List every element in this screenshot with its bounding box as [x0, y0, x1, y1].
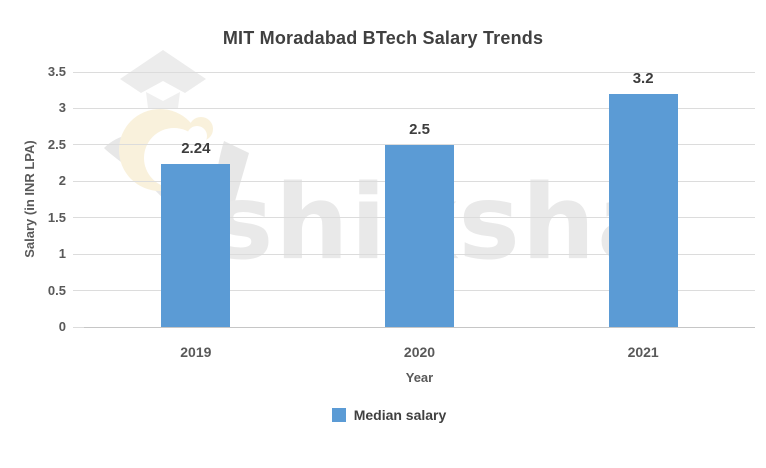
legend-label: Median salary — [353, 407, 447, 423]
y-tick-label: 2 — [58, 173, 66, 189]
y-tick-mark — [73, 326, 84, 328]
y-tick-label: 3 — [58, 100, 66, 116]
gridline — [84, 144, 755, 146]
bar-2020 — [385, 144, 454, 327]
chart-title: MIT Moradabad BTech Salary Trends — [222, 28, 544, 48]
y-tick-mark — [73, 180, 84, 182]
x-tick-label: 2020 — [403, 344, 436, 360]
bar-value-label: 3.2 — [632, 69, 654, 87]
plot-area: 2.24 2.5 3.2 — [84, 69, 755, 328]
y-tick-label: 0.5 — [47, 282, 66, 298]
bar-value-label: 2.5 — [409, 120, 430, 138]
gridline — [84, 107, 755, 109]
legend-swatch — [331, 408, 346, 422]
x-tick-label: 2021 — [627, 344, 659, 360]
y-tick-label: 2.5 — [47, 136, 66, 152]
y-tick-mark — [73, 144, 84, 146]
gridline — [84, 71, 755, 73]
x-axis-title: Year — [405, 370, 434, 385]
bar-2019 — [161, 163, 231, 327]
bar-2021 — [608, 93, 678, 327]
y-tick-label: 0 — [58, 319, 66, 334]
y-tick-mark — [73, 217, 84, 219]
y-tick-label: 1.5 — [47, 209, 66, 225]
y-tick-mark — [73, 71, 84, 73]
y-tick-mark — [73, 107, 84, 109]
y-axis-title: Salary (in INR LPA) — [22, 140, 37, 258]
y-tick-label: 1 — [58, 246, 66, 262]
y-tick-mark — [73, 253, 84, 255]
bar-value-label: 2.24 — [181, 139, 211, 157]
y-tick-mark — [73, 290, 84, 292]
y-tick-label: 3.5 — [47, 64, 66, 79]
x-tick-label: 2019 — [180, 344, 212, 360]
legend: Median salary — [6, 407, 766, 423]
x-axis-line — [84, 326, 755, 328]
